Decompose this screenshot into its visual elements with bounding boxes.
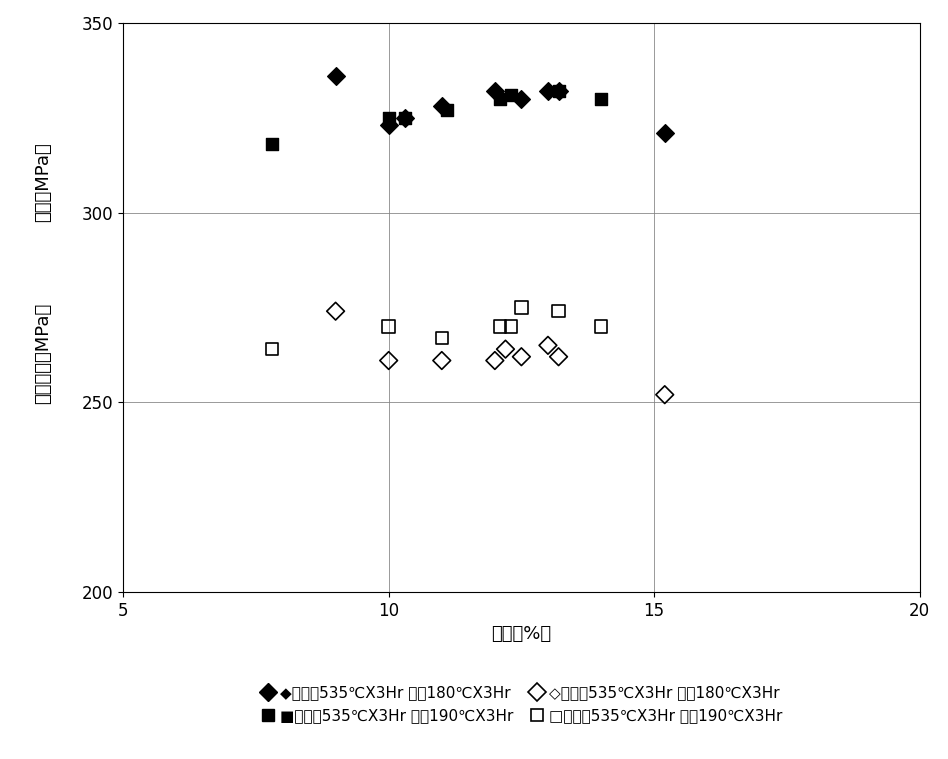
- Point: [540, 85, 556, 97]
- Point: [551, 351, 566, 363]
- Point: [264, 138, 280, 150]
- Point: [493, 93, 508, 105]
- Point: [551, 85, 566, 97]
- Point: [551, 85, 566, 97]
- Point: [264, 343, 280, 355]
- Point: [657, 127, 672, 139]
- Point: [440, 104, 455, 116]
- Point: [514, 301, 529, 313]
- Point: [493, 320, 508, 332]
- Point: [397, 112, 412, 124]
- Point: [434, 354, 449, 367]
- Point: [381, 119, 396, 131]
- Point: [434, 332, 449, 344]
- X-axis label: 伸び（%）: 伸び（%）: [491, 625, 552, 644]
- Text: 引張強さ（MPa）: 引張強さ（MPa）: [35, 302, 52, 404]
- Point: [381, 112, 396, 124]
- Point: [381, 320, 396, 332]
- Point: [514, 93, 529, 105]
- Point: [593, 93, 609, 105]
- Point: [328, 70, 343, 82]
- Legend: ◆溶体化535℃X3Hr 時効180℃X3Hr, ■溶体化535℃X3Hr 時効190℃X3Hr, ◇溶体化535℃X3Hr 時効180℃X3Hr, □溶体化5: ◆溶体化535℃X3Hr 時効180℃X3Hr, ■溶体化535℃X3Hr 時効…: [254, 679, 789, 729]
- Point: [657, 389, 672, 401]
- Point: [434, 100, 449, 112]
- Point: [503, 320, 519, 332]
- Point: [328, 305, 343, 317]
- Point: [593, 320, 609, 332]
- Point: [503, 89, 519, 101]
- Point: [498, 343, 513, 355]
- Point: [381, 354, 396, 367]
- Point: [540, 339, 556, 351]
- Point: [551, 305, 566, 317]
- Point: [397, 112, 412, 124]
- Text: 耐力（MPa）: 耐力（MPa）: [35, 142, 52, 222]
- Point: [487, 85, 502, 97]
- Point: [487, 354, 502, 367]
- Point: [514, 351, 529, 363]
